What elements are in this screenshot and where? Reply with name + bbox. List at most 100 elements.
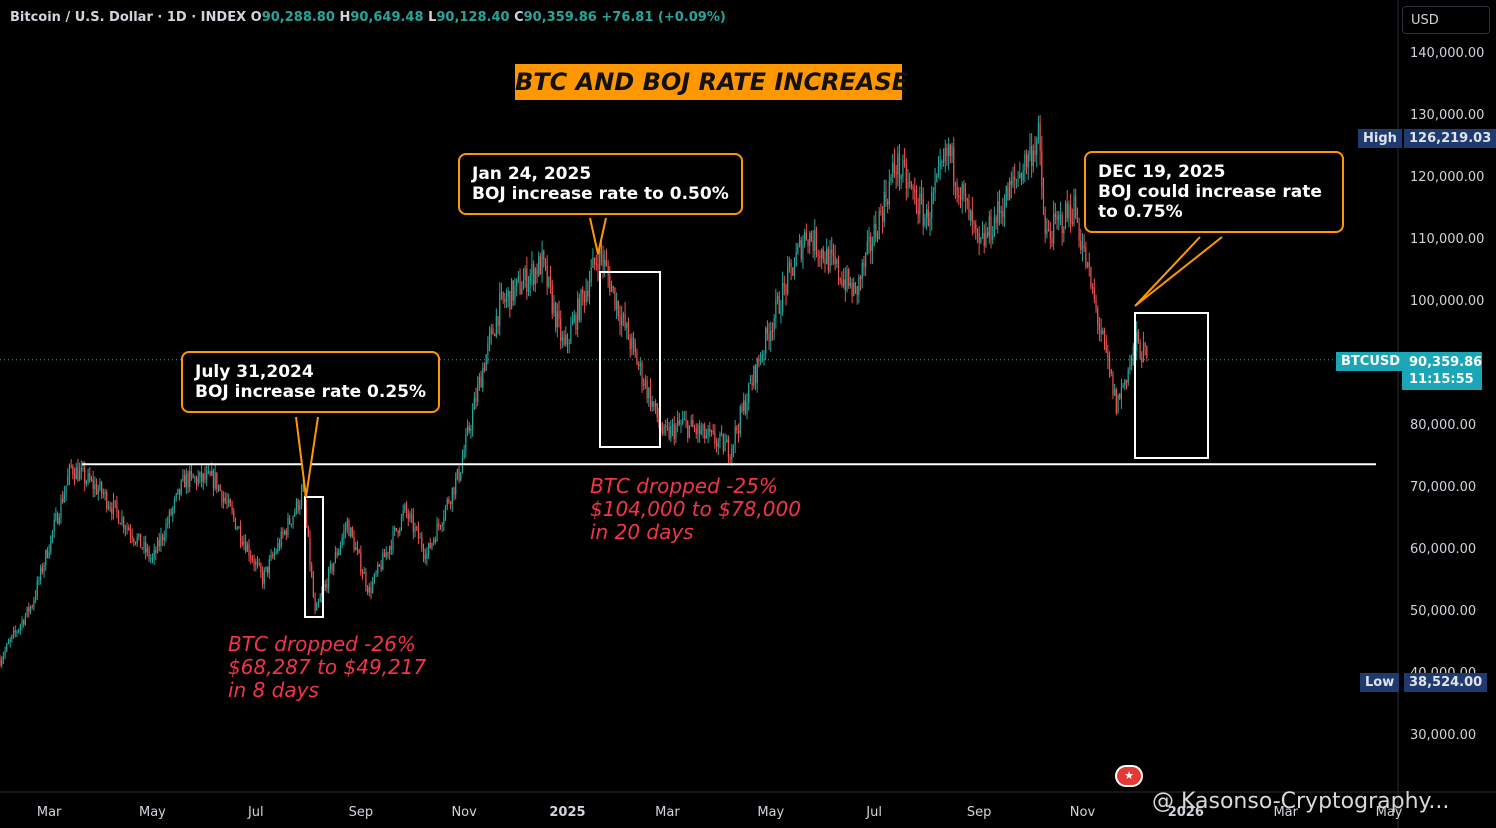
candle-body — [588, 282, 591, 297]
candle-body — [267, 566, 269, 573]
candle-body — [992, 236, 994, 240]
candle-body — [533, 263, 535, 285]
candle-body — [409, 514, 411, 520]
candle-body — [1071, 221, 1073, 225]
projection-box-2025 — [1134, 312, 1209, 459]
candle-body — [434, 539, 436, 542]
candle-body — [1054, 213, 1056, 217]
candle-body — [675, 426, 677, 440]
candle-body — [878, 210, 880, 239]
candle-body — [1139, 342, 1141, 359]
candle-body — [485, 355, 487, 371]
candle-body — [509, 291, 511, 310]
candle-body — [1085, 247, 1087, 267]
candle-body — [1108, 358, 1111, 370]
candle-body — [538, 256, 540, 276]
candle-body — [251, 558, 254, 561]
candle-body — [282, 531, 284, 534]
candle-body — [863, 262, 865, 267]
candle-body — [560, 318, 562, 341]
candle-body — [109, 506, 111, 509]
watermark: @ Kasonso-Cryptography... — [1152, 789, 1450, 814]
candle-body — [597, 264, 599, 270]
candle-body — [897, 153, 899, 175]
candle-body — [688, 425, 691, 438]
candle-body — [229, 499, 231, 507]
candle-body — [575, 314, 577, 330]
candle-body — [216, 472, 218, 490]
candle-body — [79, 470, 81, 481]
candle-body — [1088, 262, 1090, 268]
x-tick-label: Jul — [247, 805, 264, 820]
symbol-header: Bitcoin / U.S. Dollar · 1D · INDEX O90,2… — [10, 10, 726, 25]
candle-body — [893, 162, 896, 173]
candle-body — [483, 367, 486, 371]
candle-body — [331, 564, 333, 572]
candle-body — [761, 354, 763, 361]
candle-body — [1024, 154, 1026, 171]
callout-jan-2025: Jan 24, 2025 BOJ increase rate to 0.50% — [458, 153, 743, 215]
candle-body — [546, 265, 548, 287]
candle-body — [348, 520, 350, 537]
candle-body — [473, 397, 475, 411]
us-flag-icon[interactable]: ★ — [1115, 765, 1143, 787]
candle-body — [721, 433, 723, 435]
y-tick-label: 110,000.00 — [1410, 232, 1484, 247]
candle-body — [793, 266, 796, 276]
candle-body — [768, 333, 770, 342]
candle-body — [199, 471, 201, 478]
candle-body — [350, 527, 352, 537]
candle-body — [1136, 331, 1138, 351]
candle-body — [212, 470, 215, 489]
candle-body — [1103, 330, 1106, 340]
candle-body — [717, 440, 719, 447]
candle-body — [168, 511, 170, 524]
candle-body — [494, 334, 496, 336]
candle-body — [522, 280, 525, 290]
candle-body — [912, 186, 914, 190]
low-value: 90,128.40 — [436, 10, 510, 25]
candle-body — [209, 471, 211, 476]
candle-body — [238, 526, 240, 529]
candle-body — [255, 561, 257, 566]
x-tick-label: Mar — [655, 805, 680, 820]
candle-body — [272, 555, 274, 557]
candle-body — [1092, 286, 1094, 289]
candle-body — [712, 430, 714, 433]
candle-body — [465, 434, 467, 451]
candle-body — [744, 400, 746, 414]
candle-body — [490, 328, 492, 335]
candle-body — [94, 484, 96, 489]
candle-body — [343, 530, 345, 538]
candle-body — [763, 353, 765, 355]
candle-body — [12, 630, 15, 636]
candle-body — [858, 277, 860, 295]
symbol-name[interactable]: Bitcoin / U.S. Dollar · 1D · INDEX — [10, 10, 247, 25]
candle-body — [31, 606, 33, 608]
currency-selector[interactable]: USD — [1402, 6, 1490, 34]
candle-body — [260, 564, 262, 573]
candle-body — [261, 572, 264, 585]
candle-body — [360, 552, 362, 573]
candle-body — [837, 259, 840, 279]
candle-body — [385, 552, 387, 558]
candle-body — [1046, 229, 1048, 235]
candle-body — [687, 421, 689, 438]
x-tick-label: 2025 — [549, 805, 585, 820]
candle-body — [84, 467, 86, 484]
candle-body — [1032, 150, 1034, 167]
candle-body — [333, 562, 335, 572]
candle-body — [941, 161, 943, 163]
candle-body — [453, 487, 455, 495]
candle-body — [1049, 231, 1051, 239]
candle-body — [1097, 308, 1099, 324]
candle-body — [922, 198, 924, 226]
candle-body — [553, 302, 555, 314]
candle-body — [875, 223, 877, 238]
candle-body — [1064, 203, 1067, 230]
candle-body — [1037, 123, 1040, 140]
candle-body — [700, 430, 702, 434]
candle-body — [151, 557, 154, 559]
candle-body — [622, 313, 624, 318]
